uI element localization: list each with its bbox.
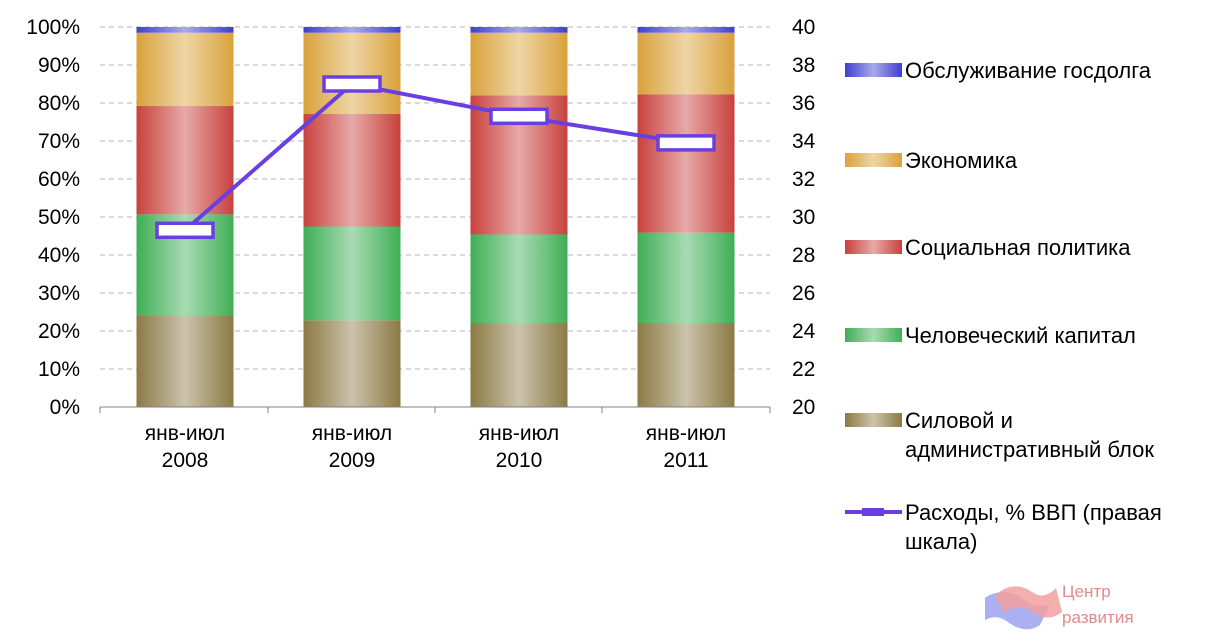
logo-red-shape xyxy=(995,586,1062,618)
y-right-tick-label: 34 xyxy=(792,130,816,153)
y-left-tick-label: 90% xyxy=(38,54,80,77)
y-left-tick-label: 100% xyxy=(26,16,80,39)
x-tick-label: 2011 xyxy=(663,449,708,472)
bar-stack-2008 xyxy=(136,27,234,407)
legend-swatch xyxy=(845,240,902,254)
y-right-tick-label: 32 xyxy=(792,168,815,191)
legend-label: Человеческий капитал xyxy=(905,323,1136,348)
y-left-tick-label: 40% xyxy=(38,244,80,267)
legend-swatch xyxy=(845,153,902,167)
bar-segment xyxy=(637,27,735,33)
bar-segment xyxy=(470,323,568,407)
axes: 0% 10% 20% 30% 40% 50% 60% 70% 80% 90% 100% 20 22 24 2… xyxy=(26,16,815,472)
x-tick-label: янв-июл xyxy=(312,422,392,445)
y-left-tick-label: 50% xyxy=(38,206,80,229)
legend-label: Обслуживание госдолга xyxy=(905,58,1152,83)
bar-segment xyxy=(136,315,234,407)
line-marker xyxy=(322,75,382,93)
bar-stack-2010 xyxy=(470,27,568,407)
bar-stacks xyxy=(136,27,735,407)
bar-segment xyxy=(470,32,568,96)
legend-item: Расходы, % ВВП (правая шкала) xyxy=(845,500,1162,554)
legend: Обслуживание госдолга Экономика Социальная… xyxy=(845,58,1162,554)
y-right-tick-label: 28 xyxy=(792,244,815,267)
legend-swatch xyxy=(845,413,902,427)
legend-item: Человеческий капитал xyxy=(845,323,1136,348)
logo-text-line2: развития xyxy=(1062,608,1134,627)
bar-segment xyxy=(136,27,234,33)
y-left-tick-label: 0% xyxy=(50,396,80,419)
legend-label: Экономика xyxy=(905,148,1018,173)
y-right-tick-label: 26 xyxy=(792,282,815,305)
x-tick-label: янв-июл xyxy=(646,422,726,445)
bar-segment xyxy=(637,32,735,95)
legend-item: Социальная политика xyxy=(845,235,1131,260)
legend-swatch xyxy=(845,63,902,77)
x-tick-label: янв-июл xyxy=(479,422,559,445)
logo-text-line1: Центр xyxy=(1062,582,1111,601)
bar-segment xyxy=(470,234,568,324)
legend-label: административный блок xyxy=(905,437,1154,462)
line-marker xyxy=(155,221,215,240)
x-tick-label: янв-июл xyxy=(145,422,225,445)
bar-segment xyxy=(303,32,401,115)
y-left-tick-label: 60% xyxy=(38,168,80,191)
bar-segment xyxy=(637,94,735,233)
x-tick-label: 2009 xyxy=(329,449,376,472)
line-series xyxy=(155,75,716,240)
legend-item: Силовой и административный блок xyxy=(845,408,1154,462)
bar-segment xyxy=(470,27,568,33)
bar-stack-2011 xyxy=(637,27,735,407)
legend-item: Экономика xyxy=(845,148,1018,173)
bar-segment xyxy=(303,27,401,33)
logo: Центр развития xyxy=(985,582,1134,630)
bar-segment xyxy=(303,226,401,321)
legend-label: Силовой и xyxy=(905,408,1013,433)
bar-segment xyxy=(136,106,234,215)
legend-label: Социальная политика xyxy=(905,235,1131,260)
legend-line-marker xyxy=(862,508,884,516)
bar-segment xyxy=(303,320,401,407)
y-right-tick-label: 22 xyxy=(792,358,815,381)
y-right-tick-label: 36 xyxy=(792,92,815,115)
x-tick-label: 2008 xyxy=(162,449,209,472)
y-right-tick-label: 20 xyxy=(792,396,815,419)
legend-label: Расходы, % ВВП (правая xyxy=(905,500,1162,525)
y-left-tick-label: 70% xyxy=(38,130,80,153)
y-left-tick-label: 30% xyxy=(38,282,80,305)
line-path xyxy=(183,81,687,232)
y-left-tick-label: 80% xyxy=(38,92,80,115)
line-marker xyxy=(656,134,716,152)
bar-segment xyxy=(303,114,401,227)
bar-stack-2009 xyxy=(303,27,401,407)
y-left-tick-label: 20% xyxy=(38,320,80,343)
y-right-tick-label: 40 xyxy=(792,16,815,39)
y-left-tick-label: 10% xyxy=(38,358,80,381)
y-right-tick-label: 24 xyxy=(792,320,816,343)
y-right-tick-label: 38 xyxy=(792,54,815,77)
legend-swatch xyxy=(845,328,902,342)
bar-segment xyxy=(637,323,735,407)
legend-label: шкала) xyxy=(905,529,977,554)
bar-segment xyxy=(637,232,735,324)
line-marker xyxy=(489,107,549,126)
legend-item: Обслуживание госдолга xyxy=(845,58,1152,83)
bar-segment xyxy=(136,32,234,107)
y-right-tick-label: 30 xyxy=(792,206,815,229)
x-tick-label: 2010 xyxy=(496,449,543,472)
